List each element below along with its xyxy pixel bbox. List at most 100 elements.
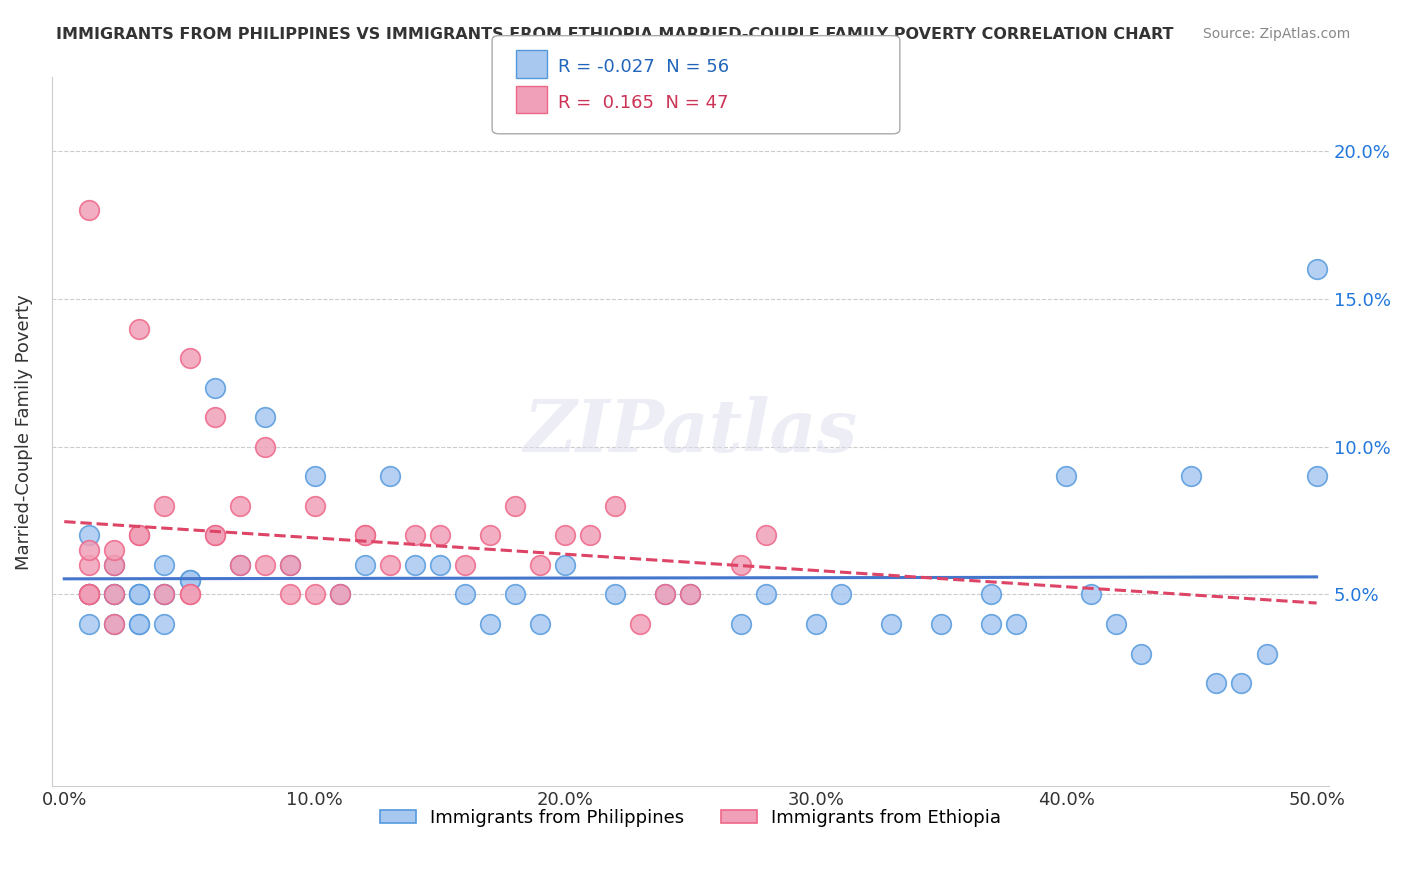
Point xyxy=(278,558,301,572)
Point xyxy=(153,558,176,572)
Point xyxy=(353,528,375,542)
Point xyxy=(1105,617,1128,632)
Point xyxy=(278,558,301,572)
Point xyxy=(228,558,250,572)
Text: IMMIGRANTS FROM PHILIPPINES VS IMMIGRANTS FROM ETHIOPIA MARRIED-COUPLE FAMILY PO: IMMIGRANTS FROM PHILIPPINES VS IMMIGRANT… xyxy=(56,27,1174,42)
Point xyxy=(1230,676,1253,690)
Point xyxy=(204,528,226,542)
Point xyxy=(204,410,226,425)
Point xyxy=(153,499,176,513)
Point xyxy=(605,499,627,513)
Point xyxy=(103,617,125,632)
Point xyxy=(253,440,276,454)
Point xyxy=(353,528,375,542)
Point xyxy=(880,617,903,632)
Y-axis label: Married-Couple Family Poverty: Married-Couple Family Poverty xyxy=(15,294,32,570)
Point xyxy=(103,617,125,632)
Point xyxy=(79,587,101,601)
Point xyxy=(679,587,702,601)
Point xyxy=(730,617,752,632)
Point xyxy=(628,617,651,632)
Point xyxy=(980,617,1002,632)
Point xyxy=(128,528,150,542)
Point xyxy=(404,528,426,542)
Point xyxy=(378,558,401,572)
Point xyxy=(103,587,125,601)
Point xyxy=(654,587,676,601)
Point xyxy=(79,587,101,601)
Point xyxy=(830,587,852,601)
Point xyxy=(179,587,201,601)
Point xyxy=(79,558,101,572)
Point xyxy=(479,528,502,542)
Point xyxy=(128,587,150,601)
Point xyxy=(1305,262,1327,277)
Point xyxy=(179,351,201,365)
Point xyxy=(153,617,176,632)
Point xyxy=(454,558,477,572)
Point xyxy=(253,410,276,425)
Point xyxy=(503,499,526,513)
Point xyxy=(128,617,150,632)
Point xyxy=(79,528,101,542)
Point xyxy=(1205,676,1227,690)
Point xyxy=(103,558,125,572)
Point xyxy=(79,617,101,632)
Point xyxy=(79,587,101,601)
Point xyxy=(329,587,352,601)
Point xyxy=(128,587,150,601)
Point xyxy=(128,587,150,601)
Point xyxy=(153,587,176,601)
Point xyxy=(179,587,201,601)
Point xyxy=(79,587,101,601)
Point xyxy=(79,587,101,601)
Point xyxy=(128,617,150,632)
Point xyxy=(1305,469,1327,483)
Point xyxy=(304,469,326,483)
Point xyxy=(529,558,551,572)
Point xyxy=(605,587,627,601)
Point xyxy=(228,558,250,572)
Point xyxy=(554,558,576,572)
Point xyxy=(128,528,150,542)
Point xyxy=(503,587,526,601)
Text: R = -0.027  N = 56: R = -0.027 N = 56 xyxy=(558,58,730,76)
Legend: Immigrants from Philippines, Immigrants from Ethiopia: Immigrants from Philippines, Immigrants … xyxy=(373,802,1008,834)
Point xyxy=(329,587,352,601)
Text: R =  0.165  N = 47: R = 0.165 N = 47 xyxy=(558,94,728,112)
Text: ZIPatlas: ZIPatlas xyxy=(523,396,858,467)
Point xyxy=(755,528,778,542)
Point xyxy=(278,587,301,601)
Point xyxy=(204,381,226,395)
Point xyxy=(755,587,778,601)
Point xyxy=(479,617,502,632)
Point xyxy=(404,558,426,572)
Point xyxy=(79,543,101,558)
Point xyxy=(429,558,451,572)
Point xyxy=(429,528,451,542)
Point xyxy=(804,617,827,632)
Point xyxy=(654,587,676,601)
Point xyxy=(79,203,101,218)
Point xyxy=(378,469,401,483)
Point xyxy=(103,587,125,601)
Point xyxy=(103,558,125,572)
Point xyxy=(1005,617,1028,632)
Point xyxy=(153,587,176,601)
Point xyxy=(454,587,477,601)
Point xyxy=(579,528,602,542)
Text: Source: ZipAtlas.com: Source: ZipAtlas.com xyxy=(1202,27,1350,41)
Point xyxy=(1180,469,1202,483)
Point xyxy=(128,321,150,335)
Point xyxy=(179,573,201,587)
Point xyxy=(103,587,125,601)
Point xyxy=(529,617,551,632)
Point xyxy=(1130,647,1153,661)
Point xyxy=(929,617,952,632)
Point xyxy=(103,543,125,558)
Point xyxy=(730,558,752,572)
Point xyxy=(304,587,326,601)
Point xyxy=(353,558,375,572)
Point xyxy=(253,558,276,572)
Point xyxy=(554,528,576,542)
